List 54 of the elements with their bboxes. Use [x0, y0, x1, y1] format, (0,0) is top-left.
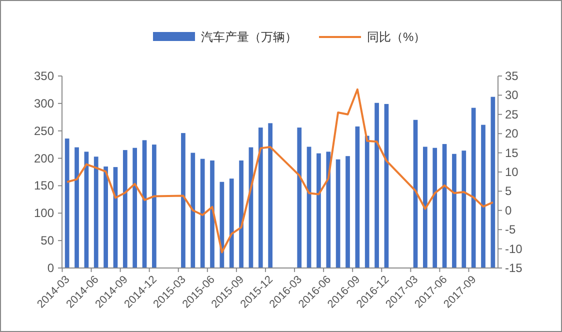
bar — [258, 128, 263, 268]
bar — [422, 146, 428, 268]
bar — [297, 128, 302, 268]
y2-tick-label: 5 — [505, 184, 512, 198]
bar — [374, 102, 379, 268]
y-tick-label: 50 — [40, 234, 54, 248]
y-tick-label: 250 — [34, 124, 54, 138]
bar — [94, 156, 98, 268]
bar — [490, 96, 496, 268]
bar — [462, 150, 466, 268]
y-tick-label: 150 — [34, 178, 54, 193]
bar — [229, 178, 234, 268]
bar — [336, 159, 340, 268]
bar — [64, 138, 70, 268]
y-tick-label: 100 — [34, 206, 54, 220]
bar — [268, 123, 272, 268]
bar — [316, 153, 321, 268]
bar — [471, 108, 476, 268]
bar — [152, 144, 156, 268]
bar — [452, 154, 456, 268]
bar — [210, 160, 214, 268]
y-tick-label: 200 — [34, 151, 54, 166]
y2-tick-label: 30 — [505, 88, 519, 102]
y-tick-label: 350 — [34, 69, 54, 83]
y2-tick-label: 25 — [505, 107, 519, 122]
bar — [346, 156, 350, 268]
bar — [481, 124, 486, 268]
bar — [200, 158, 205, 268]
bar — [132, 148, 138, 268]
bar — [384, 104, 389, 268]
legend-label: 汽车产量（万辆） — [201, 30, 297, 44]
y2-tick-label: 15 — [505, 146, 519, 160]
y-tick-label: 0 — [47, 261, 54, 275]
line-series — [66, 88, 494, 254]
y2-tick-label: 20 — [505, 126, 519, 141]
y2-tick-label: -5 — [505, 222, 516, 237]
bar — [104, 166, 108, 268]
bar — [122, 150, 128, 268]
y2-tick-label: 10 — [505, 165, 519, 179]
y2-tick-label: 0 — [505, 203, 512, 218]
bar — [442, 144, 447, 268]
bar — [432, 148, 438, 268]
bar — [326, 152, 331, 268]
bar — [239, 160, 244, 268]
y-tick-label: 300 — [34, 96, 54, 110]
bar — [364, 136, 370, 268]
bar — [181, 133, 186, 268]
bar — [74, 147, 79, 268]
bar — [190, 152, 196, 268]
y2-tick-label: -15 — [505, 261, 523, 275]
legend-label: 同比（%） — [367, 30, 426, 44]
y2-tick-label: -10 — [505, 242, 523, 256]
bar — [355, 126, 360, 268]
y2-tick-label: 35 — [505, 69, 519, 83]
